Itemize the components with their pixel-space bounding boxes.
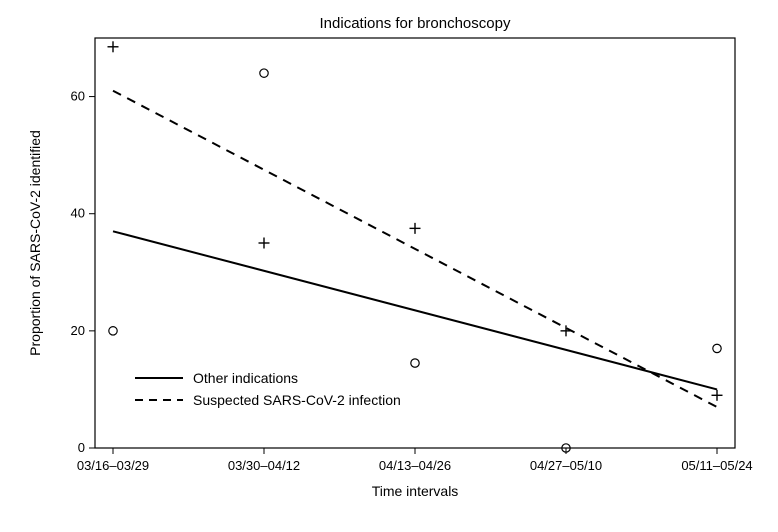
marker-circle	[260, 69, 268, 77]
x-tick-label: 05/11–05/24	[681, 458, 752, 473]
y-tick-label: 60	[71, 89, 85, 104]
marker-circle	[713, 344, 721, 352]
legend-label-other: Other indications	[193, 370, 298, 386]
x-tick-label: 04/13–04/26	[379, 458, 451, 473]
x-axis-label: Time intervals	[372, 483, 459, 499]
chart-container: Indications for bronchoscopy 0 20 40 60 Propo…	[0, 0, 778, 532]
x-tick-label: 03/16–03/29	[77, 458, 149, 473]
chart-svg: Indications for bronchoscopy 0 20 40 60 Propo…	[0, 0, 778, 532]
chart-title: Indications for bronchoscopy	[320, 15, 511, 32]
trendline-suspected	[113, 91, 717, 407]
y-tick-label: 40	[71, 206, 85, 221]
marker-circle	[109, 327, 117, 335]
marker-circle	[411, 359, 419, 367]
x-tick-label: 04/27–05/10	[530, 458, 602, 473]
trendline-other	[113, 231, 717, 389]
y-axis-label: Proportion of SARS-CoV-2 identified	[27, 130, 43, 356]
y-tick-label: 0	[78, 440, 85, 455]
legend-label-suspected: Suspected SARS-CoV-2 infection	[193, 392, 401, 408]
y-tick-label: 20	[71, 323, 85, 338]
x-tick-label: 03/30–04/12	[228, 458, 300, 473]
plot-border	[95, 38, 735, 448]
